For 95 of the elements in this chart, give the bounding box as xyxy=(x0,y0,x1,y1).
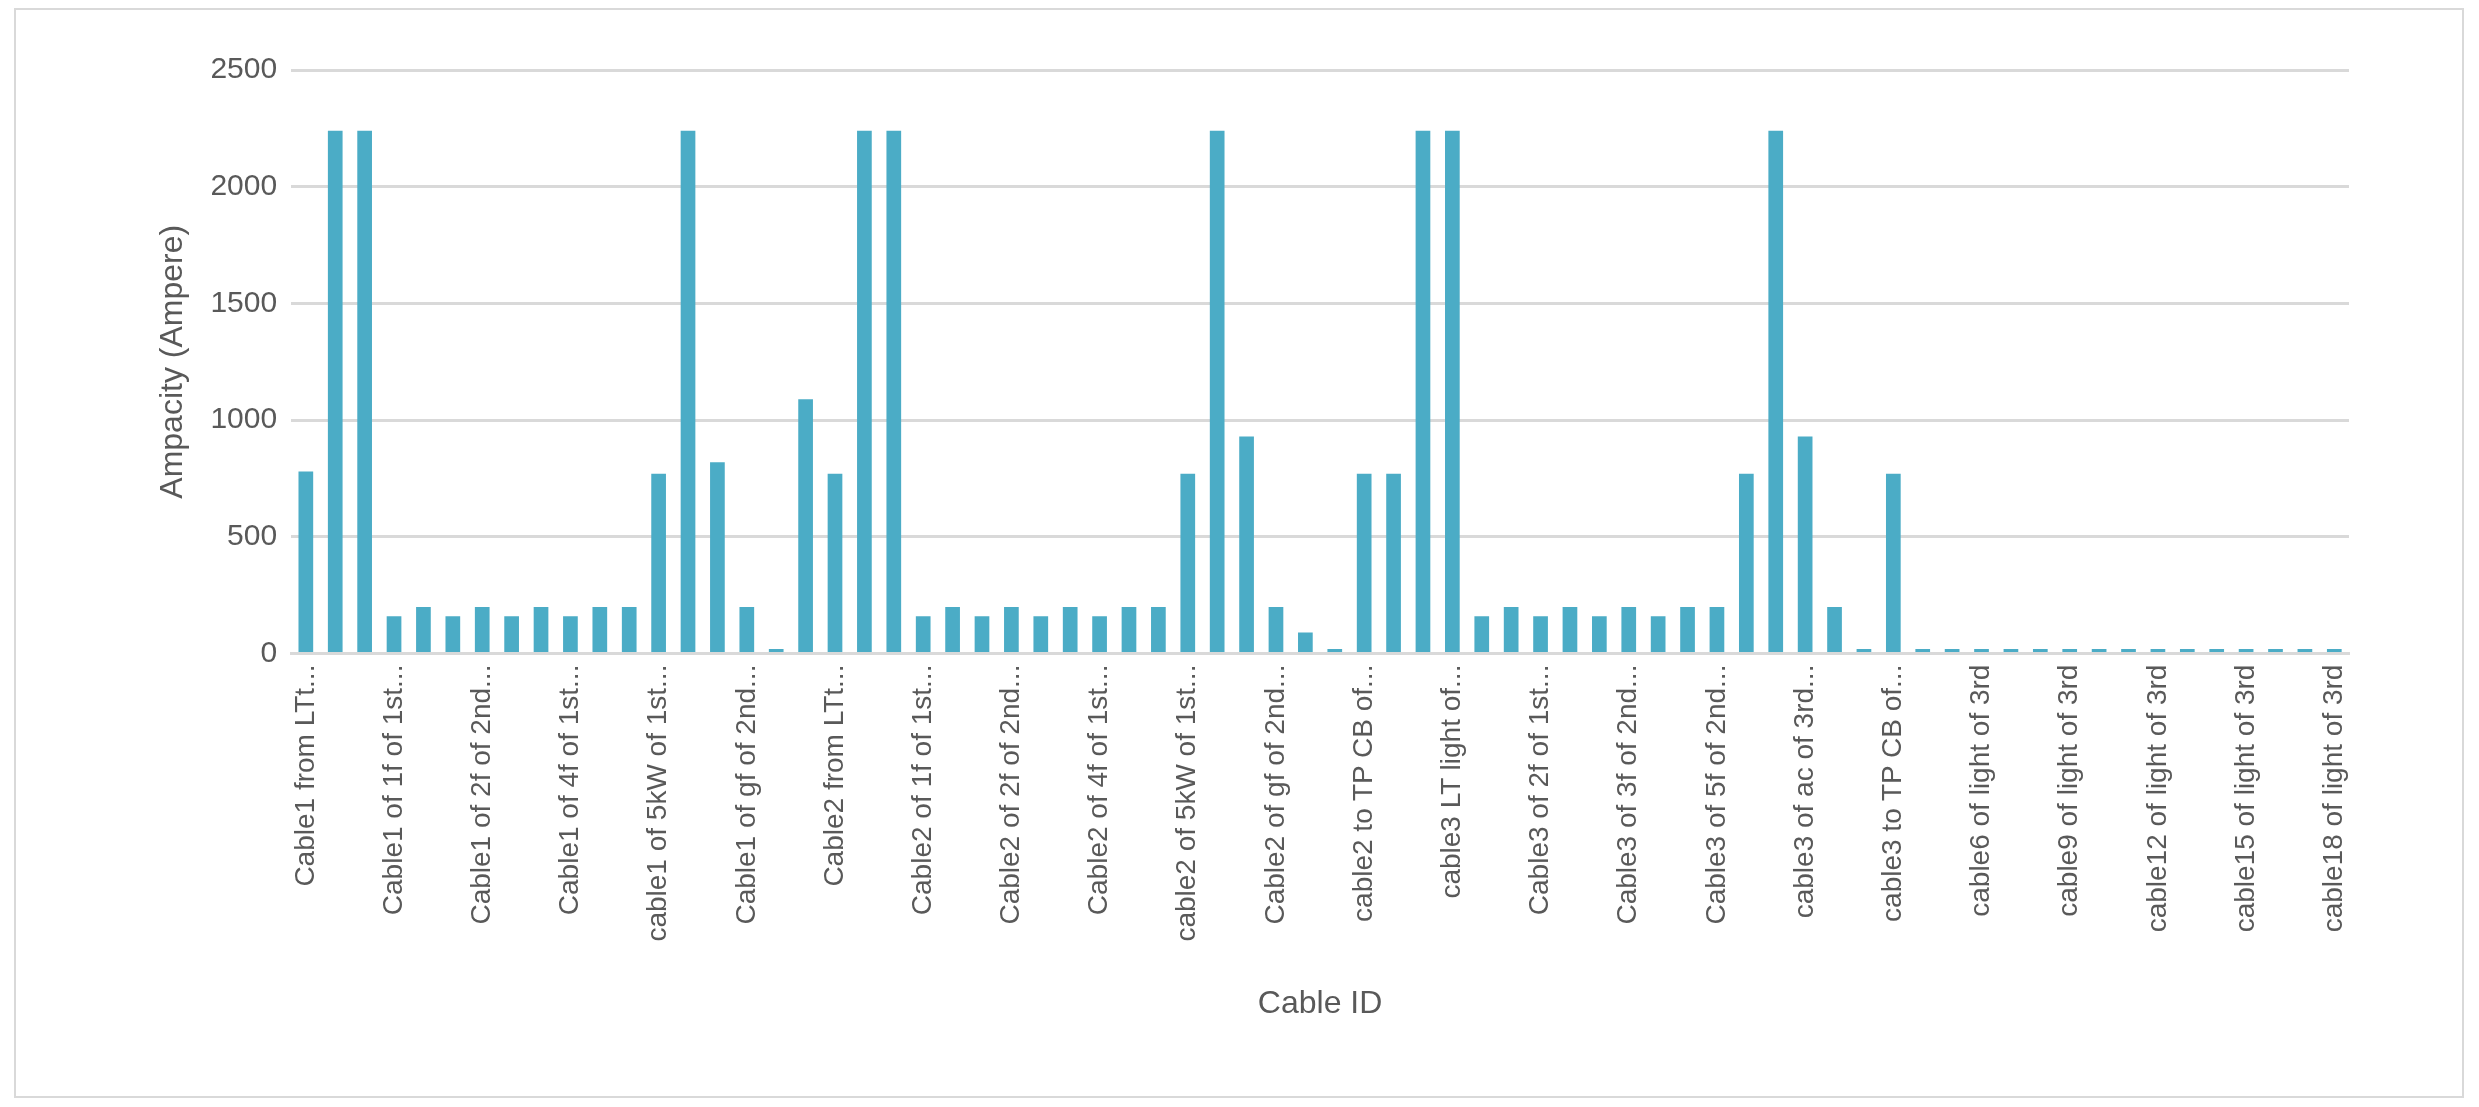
y-axis-title: Ampacity (Ampere) xyxy=(153,224,190,499)
x-tick-label: cable3 of ac of 3rd... xyxy=(1787,664,1819,919)
bar xyxy=(386,616,402,653)
bar xyxy=(2268,648,2283,653)
x-tick-label: cable3 to TP CB of... xyxy=(1876,664,1908,922)
bar xyxy=(1562,606,1578,653)
bar xyxy=(2326,648,2342,653)
y-tick-label: 0 xyxy=(260,634,278,668)
bar xyxy=(2032,648,2048,653)
bar xyxy=(1474,616,1490,653)
x-tick-label: Cable1 of 2f of 2nd... xyxy=(464,664,496,925)
y-tick-label: 1000 xyxy=(210,401,278,435)
bar xyxy=(886,130,902,653)
x-tick-label: cable9 of light of 3rd xyxy=(2052,664,2084,917)
bar xyxy=(1356,473,1372,653)
bar xyxy=(533,606,549,653)
bar xyxy=(651,473,666,653)
bar xyxy=(592,606,608,653)
bar xyxy=(474,606,490,653)
bar xyxy=(445,616,461,653)
bar xyxy=(1445,130,1460,653)
x-tick-label: Cable3 of 2f of 1st... xyxy=(1523,664,1555,916)
bar xyxy=(710,462,725,653)
x-tick-label: Cable2 of 4f of 1st... xyxy=(1082,664,1114,916)
bar xyxy=(1621,606,1637,653)
bar xyxy=(798,399,813,653)
bar xyxy=(1151,606,1166,653)
bar xyxy=(1004,606,1019,653)
x-tick-label: cable15 of light of 3rd xyxy=(2228,664,2260,933)
x-tick-label: Cable1 of 4f of 1st... xyxy=(553,664,585,916)
bar xyxy=(621,606,637,653)
bar xyxy=(298,471,314,653)
bar xyxy=(1062,606,1078,653)
y-tick-label: 1500 xyxy=(210,284,278,318)
bar xyxy=(1709,606,1725,653)
bar xyxy=(915,616,931,653)
bar xyxy=(2179,648,2195,653)
x-tick-label: cable3 LT light of... xyxy=(1435,664,1467,899)
bar xyxy=(1827,606,1842,653)
bar xyxy=(1680,606,1695,653)
bar xyxy=(1650,616,1666,653)
bar xyxy=(1298,632,1313,653)
bar xyxy=(1738,473,1754,653)
bar xyxy=(1503,606,1519,653)
x-tick-label: cable2 to TP CB of... xyxy=(1346,664,1378,922)
bar xyxy=(1415,130,1431,653)
bar xyxy=(1915,648,1931,653)
bar xyxy=(1974,648,1989,653)
x-tick-label: Cable3 of 3f of 2nd... xyxy=(1611,664,1643,925)
x-tick-label: Cable1 from LTt... xyxy=(288,664,320,887)
bar xyxy=(1033,616,1049,653)
bar xyxy=(1386,473,1401,653)
bar xyxy=(857,130,872,653)
bar xyxy=(1885,473,1901,653)
x-tick-label: cable2 of 5kW of 1st... xyxy=(1170,664,1202,942)
bar xyxy=(1180,473,1196,653)
bar xyxy=(2209,648,2225,653)
x-tick-label: Cable1 of gf of 2nd... xyxy=(729,664,761,925)
x-tick-label: Cable2 of gf of 2nd... xyxy=(1258,664,1290,925)
bar xyxy=(357,130,372,653)
bar xyxy=(945,606,960,653)
y-tick-label: 500 xyxy=(227,518,278,552)
x-tick-label: cable1 of 5kW of 1st... xyxy=(641,664,673,942)
bar xyxy=(1592,616,1607,653)
bar xyxy=(504,616,519,653)
x-tick-label: cable12 of light of 3rd xyxy=(2140,664,2172,933)
bar xyxy=(680,130,696,653)
bar xyxy=(1327,648,1343,653)
bar xyxy=(827,473,843,653)
x-tick-label: Cable1 of 1f of 1st... xyxy=(376,664,408,916)
bar xyxy=(563,616,578,653)
x-tick-label: Cable2 of 2f of 2nd... xyxy=(994,664,1026,925)
x-tick-label: Cable3 of 5f of 2nd... xyxy=(1699,664,1731,925)
bar xyxy=(1092,616,1107,653)
x-axis-title: Cable ID xyxy=(1257,983,1383,1020)
bar xyxy=(1797,436,1813,653)
bar xyxy=(1209,130,1225,653)
bar xyxy=(327,130,343,653)
bar xyxy=(1533,616,1548,653)
x-tick-label: Cable2 of 1f of 1st... xyxy=(905,664,937,916)
y-tick-label: 2500 xyxy=(210,51,278,85)
bar xyxy=(1239,436,1254,653)
bar xyxy=(1268,606,1284,653)
x-tick-label: Cable2 from LTt... xyxy=(817,664,849,887)
bar xyxy=(2062,648,2078,653)
x-tick-label: cable18 of light of 3rd xyxy=(2317,664,2349,933)
bar xyxy=(739,606,755,653)
bar xyxy=(768,648,784,653)
y-tick-label: 2000 xyxy=(210,167,278,201)
bar xyxy=(1121,606,1137,653)
bar xyxy=(416,606,431,653)
bar xyxy=(974,616,990,653)
x-tick-label: cable6 of light of 3rd xyxy=(1964,664,1996,917)
bar xyxy=(1768,130,1784,653)
bar xyxy=(2121,648,2136,653)
